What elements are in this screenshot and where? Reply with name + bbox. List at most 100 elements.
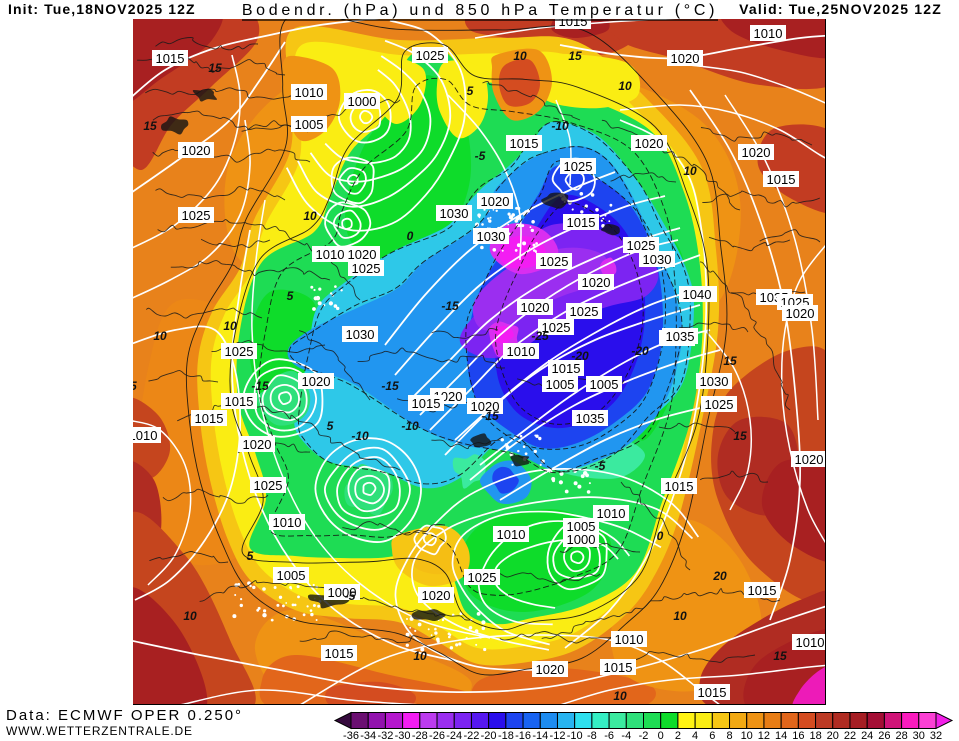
svg-text:28: 28 bbox=[895, 730, 907, 741]
svg-text:15: 15 bbox=[733, 429, 747, 443]
svg-text:1010: 1010 bbox=[507, 344, 536, 359]
svg-text:1005: 1005 bbox=[277, 568, 306, 583]
svg-text:1015: 1015 bbox=[325, 646, 354, 661]
svg-text:1015: 1015 bbox=[698, 685, 727, 700]
svg-text:1025: 1025 bbox=[705, 397, 734, 412]
svg-text:1020: 1020 bbox=[243, 437, 272, 452]
svg-text:1025: 1025 bbox=[468, 570, 497, 585]
svg-text:10: 10 bbox=[673, 609, 687, 623]
svg-text:1030: 1030 bbox=[700, 374, 729, 389]
svg-text:15: 15 bbox=[123, 379, 137, 393]
svg-text:1025: 1025 bbox=[416, 48, 445, 63]
svg-text:-10: -10 bbox=[551, 119, 569, 133]
svg-text:15: 15 bbox=[723, 354, 737, 368]
svg-text:-6: -6 bbox=[604, 730, 614, 741]
svg-text:1015: 1015 bbox=[225, 394, 254, 409]
svg-text:0: 0 bbox=[658, 730, 664, 741]
svg-text:1005: 1005 bbox=[567, 519, 596, 534]
svg-text:1020: 1020 bbox=[302, 374, 331, 389]
svg-text:1020: 1020 bbox=[481, 194, 510, 209]
svg-text:10: 10 bbox=[303, 209, 317, 223]
svg-text:16: 16 bbox=[792, 730, 804, 741]
svg-text:1010: 1010 bbox=[597, 506, 626, 521]
svg-text:-18: -18 bbox=[498, 730, 514, 741]
svg-text:1025: 1025 bbox=[540, 254, 569, 269]
svg-text:-15: -15 bbox=[251, 379, 269, 393]
svg-text:0: 0 bbox=[657, 529, 664, 543]
svg-text:1010: 1010 bbox=[497, 527, 526, 542]
svg-text:1030: 1030 bbox=[440, 206, 469, 221]
svg-text:-8: -8 bbox=[587, 730, 597, 741]
svg-text:1015: 1015 bbox=[567, 215, 596, 230]
svg-text:1010: 1010 bbox=[273, 515, 302, 530]
svg-text:Data: ECMWF OPER 0.250°: Data: ECMWF OPER 0.250° bbox=[6, 707, 243, 724]
svg-text:-20: -20 bbox=[481, 730, 497, 741]
svg-text:10: 10 bbox=[513, 49, 527, 63]
svg-text:4: 4 bbox=[692, 730, 698, 741]
svg-text:10: 10 bbox=[618, 79, 632, 93]
svg-text:10: 10 bbox=[741, 730, 753, 741]
svg-text:10: 10 bbox=[183, 609, 197, 623]
svg-text:-28: -28 bbox=[412, 730, 428, 741]
svg-text:1005: 1005 bbox=[546, 377, 575, 392]
svg-text:32: 32 bbox=[930, 730, 942, 741]
svg-text:1020: 1020 bbox=[471, 399, 500, 414]
svg-text:-5: -5 bbox=[595, 459, 606, 473]
svg-text:Bodendr. (hPa) und 850 hPa Tem: Bodendr. (hPa) und 850 hPa Temperatur (°… bbox=[242, 2, 718, 19]
svg-text:1025: 1025 bbox=[627, 238, 656, 253]
svg-text:5: 5 bbox=[327, 419, 334, 433]
svg-text:1015: 1015 bbox=[412, 396, 441, 411]
svg-text:1005: 1005 bbox=[590, 377, 619, 392]
svg-text:-15: -15 bbox=[381, 379, 399, 393]
svg-text:1010: 1010 bbox=[754, 26, 783, 41]
svg-text:Valid: Tue,25NOV2025 12Z: Valid: Tue,25NOV2025 12Z bbox=[739, 1, 942, 17]
svg-text:1020: 1020 bbox=[582, 275, 611, 290]
svg-text:1010: 1010 bbox=[796, 635, 825, 650]
svg-text:1025: 1025 bbox=[542, 320, 571, 335]
svg-text:WWW.WETTERZENTRALE.DE: WWW.WETTERZENTRALE.DE bbox=[6, 724, 193, 738]
svg-text:26: 26 bbox=[878, 730, 890, 741]
svg-text:-15: -15 bbox=[481, 409, 499, 423]
svg-text:1025: 1025 bbox=[182, 208, 211, 223]
svg-text:1030: 1030 bbox=[346, 327, 375, 342]
svg-text:-30: -30 bbox=[395, 730, 411, 741]
svg-text:-10: -10 bbox=[401, 419, 419, 433]
svg-text:-34: -34 bbox=[360, 730, 376, 741]
svg-text:1000: 1000 bbox=[348, 94, 377, 109]
svg-text:1025: 1025 bbox=[564, 159, 593, 174]
svg-text:1025: 1025 bbox=[225, 344, 254, 359]
svg-text:10: 10 bbox=[223, 319, 237, 333]
svg-text:12: 12 bbox=[758, 730, 770, 741]
svg-text:1015: 1015 bbox=[510, 136, 539, 151]
svg-text:1005: 1005 bbox=[295, 117, 324, 132]
svg-text:10: 10 bbox=[153, 329, 167, 343]
svg-text:-10: -10 bbox=[567, 730, 583, 741]
svg-text:1015: 1015 bbox=[767, 172, 796, 187]
svg-text:Init: Tue,18NOV2025 12Z: Init: Tue,18NOV2025 12Z bbox=[8, 1, 196, 17]
svg-text:1015: 1015 bbox=[559, 14, 588, 29]
svg-text:-5: -5 bbox=[345, 589, 356, 603]
svg-text:1000: 1000 bbox=[567, 532, 596, 547]
svg-text:-36: -36 bbox=[343, 730, 359, 741]
svg-text:24: 24 bbox=[861, 730, 873, 741]
svg-text:10: 10 bbox=[613, 689, 627, 703]
svg-text:1015: 1015 bbox=[665, 479, 694, 494]
svg-text:-14: -14 bbox=[532, 730, 548, 741]
svg-text:-12: -12 bbox=[550, 730, 566, 741]
svg-text:15: 15 bbox=[208, 61, 222, 75]
svg-text:5: 5 bbox=[287, 289, 294, 303]
svg-text:1040: 1040 bbox=[683, 287, 712, 302]
svg-text:1015: 1015 bbox=[748, 583, 777, 598]
svg-text:-32: -32 bbox=[377, 730, 393, 741]
svg-text:1035: 1035 bbox=[666, 329, 695, 344]
svg-text:6: 6 bbox=[709, 730, 715, 741]
svg-text:-26: -26 bbox=[429, 730, 445, 741]
svg-text:10: 10 bbox=[413, 649, 427, 663]
svg-text:1020: 1020 bbox=[536, 662, 565, 677]
svg-text:-10: -10 bbox=[351, 429, 369, 443]
svg-text:1035: 1035 bbox=[576, 411, 605, 426]
svg-text:15: 15 bbox=[143, 119, 157, 133]
svg-text:1020: 1020 bbox=[786, 306, 815, 321]
svg-text:14: 14 bbox=[775, 730, 787, 741]
svg-text:10: 10 bbox=[683, 164, 697, 178]
